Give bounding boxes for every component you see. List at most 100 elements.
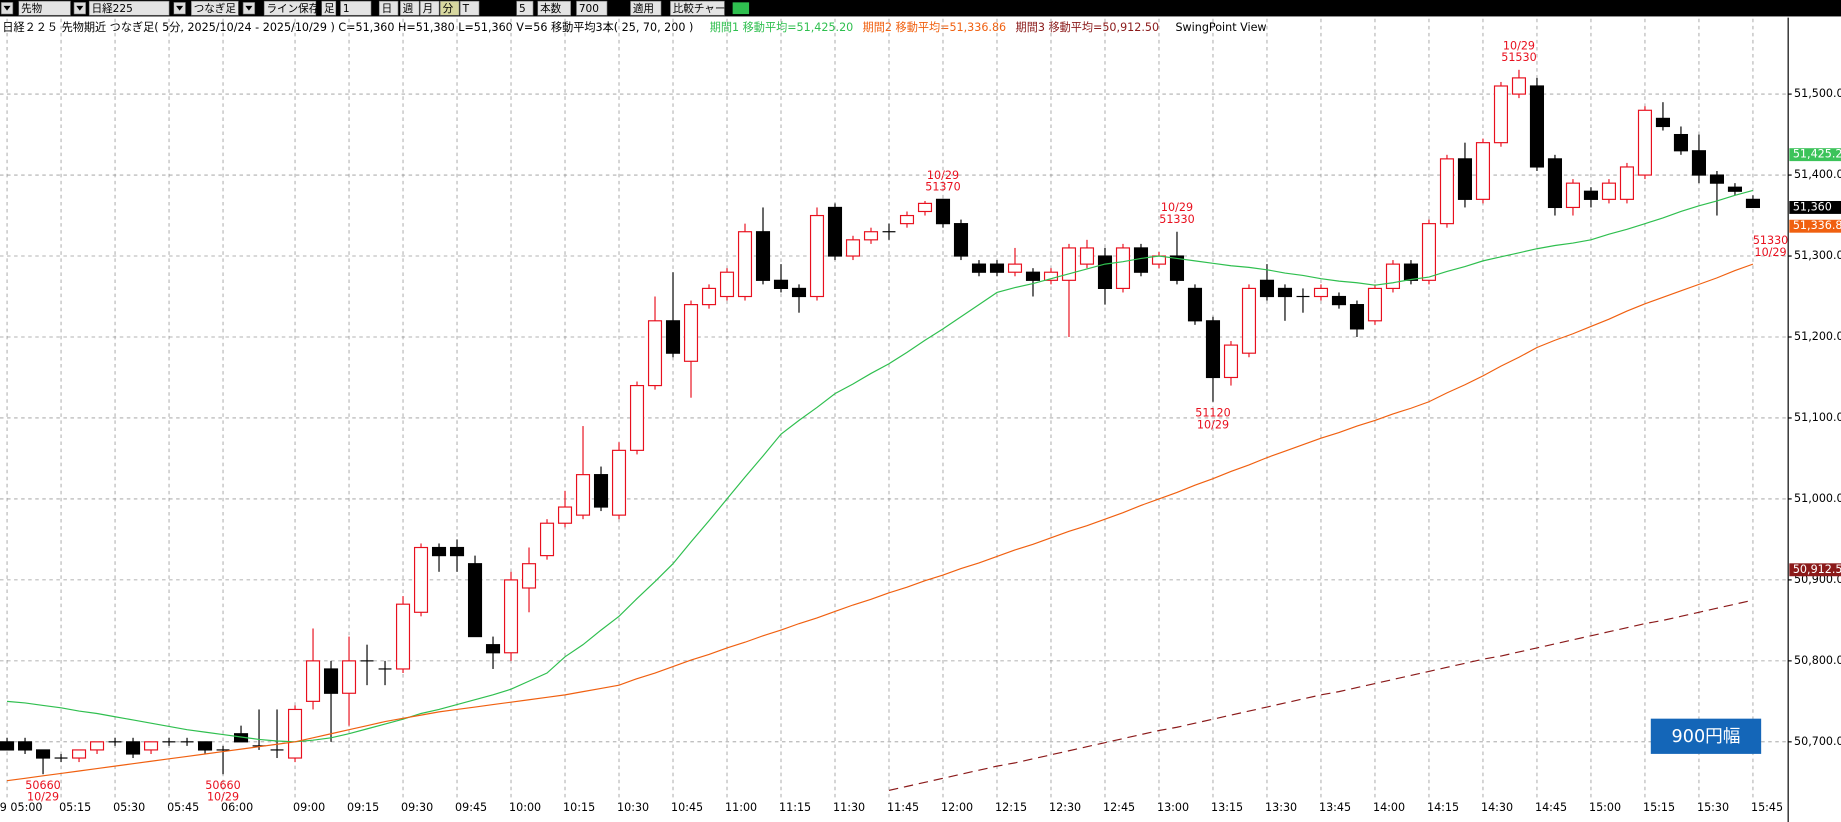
candle-body: [611, 449, 627, 516]
toolbar-button[interactable]: [459, 0, 480, 16]
toolbar-button[interactable]: [420, 0, 440, 16]
candle-body: [1349, 304, 1365, 330]
toolbar-button[interactable]: [321, 0, 337, 16]
toolbar-label[interactable]: 月: [423, 3, 434, 15]
y-tick-label: 51,100.0: [1794, 411, 1841, 424]
toolbar-label[interactable]: T: [462, 3, 470, 15]
x-tick-label: 09:30: [401, 801, 433, 814]
candle-body: [719, 271, 735, 298]
toolbar-label[interactable]: 700: [579, 3, 599, 15]
price-marker: [1789, 563, 1841, 577]
x-tick-label: 06:00: [221, 801, 253, 814]
toolbar-label[interactable]: 分: [443, 3, 454, 15]
toolbar-button[interactable]: [400, 0, 420, 16]
candle-body: [755, 231, 771, 281]
x-tick-label: 05:45: [167, 801, 199, 814]
candle-body: [629, 384, 645, 451]
toolbar-button[interactable]: [191, 0, 239, 16]
x-tick-label: 12:45: [1103, 801, 1135, 814]
chart-title: 日経２２５ 先物期近 つなぎ足( 5分, 2025/10/24 - 2025/1…: [2, 20, 693, 34]
candle-body: [1691, 150, 1707, 176]
x-tick-label: 9 05:00: [0, 801, 43, 814]
candle-body: [485, 644, 501, 654]
candle-body: [125, 741, 141, 755]
toolbar-button[interactable]: [537, 0, 571, 16]
toolbar-label[interactable]: つなぎ足: [194, 2, 237, 15]
candle-body: [1727, 186, 1742, 192]
price-marker-label: 50,912.5: [1793, 563, 1841, 576]
toolbar-label[interactable]: 先物: [21, 2, 43, 15]
candle-body: [1115, 247, 1131, 290]
toolbar-button[interactable]: [88, 0, 170, 16]
candle-body: [1619, 166, 1635, 200]
toolbar-button[interactable]: [340, 0, 372, 16]
candle-body: [971, 263, 987, 273]
candle-body: [647, 320, 663, 387]
toolbar-label[interactable]: 5: [519, 3, 526, 15]
toolbar-button[interactable]: [439, 0, 460, 16]
toolbar-button[interactable]: [576, 0, 608, 16]
candle-body: [1205, 320, 1221, 379]
candle-body: [1583, 190, 1599, 200]
x-tick-label: 05:15: [59, 801, 91, 814]
candle-body: [1709, 174, 1725, 184]
candle-body: [1529, 85, 1545, 168]
badge-label: 900円幅: [1672, 727, 1741, 747]
toolbar-label[interactable]: 週: [403, 3, 414, 15]
candle-body: [953, 223, 969, 257]
toolbar-button[interactable]: [670, 0, 725, 16]
toolbar-label[interactable]: 本数: [540, 2, 562, 15]
toolbar-button[interactable]: [630, 0, 662, 16]
candle-body: [1565, 182, 1581, 209]
x-tick-label: 14:15: [1427, 801, 1459, 814]
candle-body: [1493, 85, 1509, 144]
x-tick-label: 13:45: [1319, 801, 1351, 814]
toolbar-button[interactable]: [378, 0, 399, 16]
legend-entry: 期間1 移動平均=51,425.20: [710, 20, 854, 34]
toolbar-label[interactable]: 足: [324, 3, 335, 15]
candle-body: [1331, 295, 1347, 306]
toolbar-button[interactable]: [516, 0, 534, 16]
toolbar-label[interactable]: ライン保存: [267, 2, 320, 15]
toolbar-label[interactable]: 1: [343, 3, 350, 15]
x-tick-label: 15:45: [1751, 801, 1783, 814]
candle-body: [1313, 287, 1329, 298]
x-tick-label: 12:15: [995, 801, 1027, 814]
candle-body: [17, 741, 33, 751]
toolbar-label[interactable]: 日: [382, 3, 393, 15]
candle-body: [1187, 287, 1203, 322]
candle-body: [1385, 263, 1401, 290]
x-tick-label: 13:30: [1265, 801, 1297, 814]
toolbar-label[interactable]: 日経225: [92, 2, 133, 15]
x-tick-label: 15:00: [1589, 801, 1621, 814]
candle-body: [1655, 117, 1671, 128]
toolbar-label[interactable]: 比較チャート: [673, 2, 736, 15]
candle-body: [1223, 344, 1239, 379]
candle-body: [665, 320, 681, 354]
candle-body: [701, 287, 717, 306]
x-tick-label: 14:00: [1373, 801, 1405, 814]
legend-entry: 期間2 移動平均=51,336.86: [863, 20, 1007, 34]
price-marker-label: 51,425.2: [1793, 148, 1841, 161]
toolbar-button[interactable]: [263, 0, 317, 16]
candle-body: [0, 741, 15, 751]
candle-body: [1457, 158, 1473, 200]
price-marker: [1789, 148, 1841, 162]
toolbar-icon[interactable]: [732, 2, 750, 15]
candle-body: [863, 231, 879, 241]
x-tick-label: 09:15: [347, 801, 379, 814]
toolbar-label[interactable]: 適用: [633, 2, 654, 15]
annotation-price: 50660: [25, 779, 60, 792]
candle-body: [1097, 255, 1113, 290]
toolbar-button[interactable]: [18, 0, 71, 16]
candle-body: [1673, 133, 1689, 152]
candle-body: [71, 749, 87, 759]
price-marker: [1789, 200, 1841, 214]
candle-body: [845, 239, 861, 257]
candle-body: [143, 741, 159, 751]
candle-body: [917, 202, 933, 213]
candle-body: [989, 263, 1005, 273]
